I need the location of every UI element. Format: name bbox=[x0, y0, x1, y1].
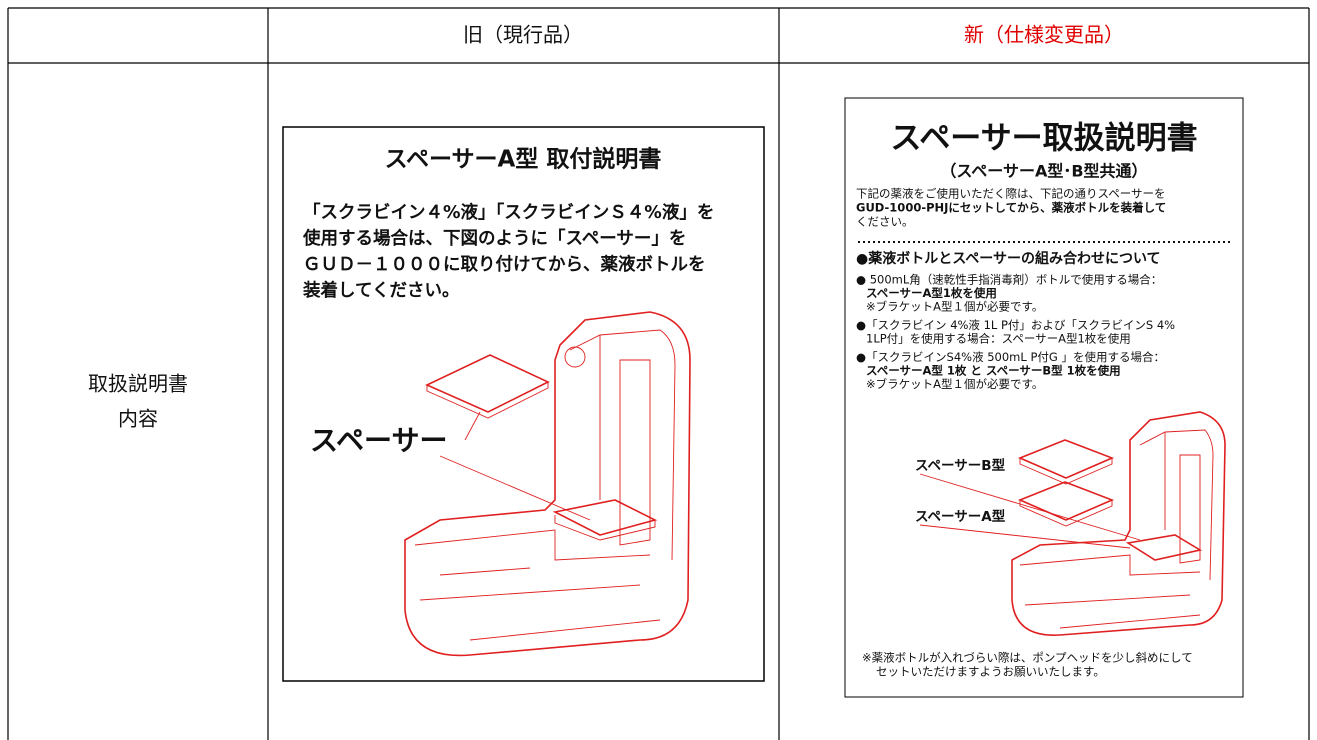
old-doc-frame bbox=[282, 126, 765, 682]
new-doc-note-line: セットいただけますようお願いいたします。 bbox=[876, 665, 1105, 679]
new-doc-item-line: スペーサーA型 1枚 と スペーサーB型 1枚を使用 bbox=[866, 364, 1121, 378]
old-callout: スペーサー bbox=[310, 424, 447, 457]
row-label: 取扱説明書 bbox=[88, 372, 188, 396]
new-doc-section: ●薬液ボトルとスペーサーの組み合わせについて bbox=[856, 250, 1161, 267]
new-doc-intro-line: 下記の薬液をご使用いただく際は、下記の通りスペーサーを bbox=[856, 187, 1165, 201]
new-doc-intro-line: GUD-1000-PHJにセットしてから、薬液ボトルを装着して bbox=[856, 201, 1166, 215]
old-doc-title: スペーサーA型 取付説明書 bbox=[385, 146, 662, 173]
new-doc-title: スペーサー取扱説明書 bbox=[890, 121, 1197, 157]
old-doc-body-line: ＧＵＤ－１０００に取り付けてから、薬液ボトルを bbox=[303, 254, 706, 275]
new-doc-intro-line: ください。 bbox=[856, 215, 914, 229]
new-doc-subtitle: （スペーサーA型･B型共通） bbox=[940, 162, 1147, 181]
new-doc-frame bbox=[844, 97, 1244, 698]
spacer-label: スペーサーB型 bbox=[915, 457, 1006, 474]
new-doc-note-line: ※薬液ボトルが入れづらい際は、ポンプヘッドを少し斜めにして bbox=[862, 651, 1193, 665]
header-old: 旧（現行品） bbox=[463, 23, 583, 47]
new-doc-item-line: ●「スクラビイン 4%液 1L P付」および「スクラビインS 4% bbox=[856, 318, 1175, 332]
new-doc-item-line: スペーサーA型1枚を使用 bbox=[866, 286, 997, 300]
old-doc-body-line: 「スクラビイン４%液」「スクラビインＳ４%液」を bbox=[303, 202, 714, 223]
row-label: 内容 bbox=[118, 407, 158, 431]
old-illustration bbox=[404, 311, 691, 657]
old-doc-body-line: 使用する場合は、下図のように「スペーサー」を bbox=[302, 228, 686, 249]
new-doc-item-line: 1LP付」を使用する場合：スペーサーA型1枚を使用 bbox=[866, 332, 1131, 346]
spacer-label: スペーサーA型 bbox=[915, 508, 1006, 525]
new-doc-item-line: ※ブラケットA型１個が必要です。 bbox=[866, 300, 1043, 314]
table-lines bbox=[7, 7, 1310, 740]
old-doc-body-line: 装着してください。 bbox=[302, 280, 459, 301]
new-doc-item-line: ●「スクラビインS4%液 500mL P付G 」を使用する場合： bbox=[856, 350, 1165, 364]
new-illustration bbox=[919, 411, 1226, 636]
new-doc-item-line: ※ブラケットA型１個が必要です。 bbox=[866, 377, 1043, 391]
new-doc-item-line: ● 500mL角（速乾性手指消毒剤）ボトルで使用する場合： bbox=[856, 273, 1162, 287]
header-new: 新（仕様変更品） bbox=[964, 23, 1124, 47]
